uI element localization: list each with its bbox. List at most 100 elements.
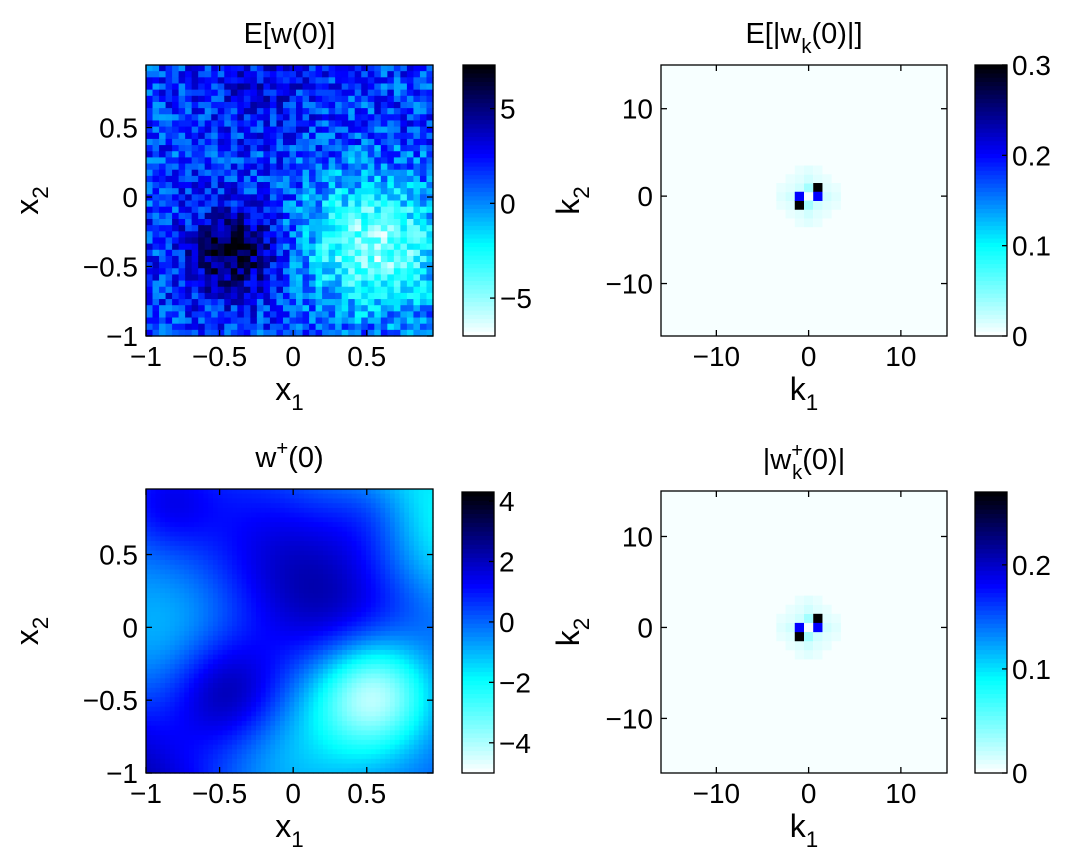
heatmap-cell [282, 231, 291, 239]
heatmap-cell [303, 526, 310, 533]
heatmap-cell [296, 151, 304, 158]
heatmap-cell [224, 108, 232, 115]
heatmap-cell [169, 593, 176, 599]
heatmap-cell [387, 114, 395, 122]
heatmap-cell [354, 323, 362, 331]
heatmap-cell [315, 126, 323, 134]
heatmap-cell [275, 503, 281, 509]
heatmap-cell [232, 522, 238, 528]
heatmap-cell [275, 588, 281, 594]
heatmap-cell [230, 151, 238, 158]
heatmap-cell [198, 512, 204, 518]
heatmap-cell [361, 706, 367, 713]
heatmap-cell [212, 507, 219, 514]
heatmap-cell [246, 739, 252, 746]
heatmap-cell [341, 274, 349, 282]
heatmap-cell [289, 507, 295, 514]
heatmap-cell [165, 569, 171, 575]
heatmap-cell [178, 157, 186, 165]
heatmap-cell [348, 200, 356, 208]
heatmap-cell [184, 697, 190, 703]
heatmap-cell [367, 200, 375, 208]
heatmap-cell [337, 725, 343, 731]
heatmap-cell [174, 758, 181, 765]
heatmap-cell [322, 616, 329, 623]
heatmap-cell [380, 225, 388, 232]
heatmap-cell [232, 602, 238, 608]
heatmap-cell [328, 249, 336, 257]
heatmap-cell [160, 626, 166, 632]
heatmap-cell [185, 231, 193, 239]
heatmap-cell [212, 597, 219, 604]
heatmap-cell [308, 507, 315, 514]
heatmap-cell [361, 526, 367, 533]
heatmap-cell [361, 268, 369, 276]
heatmap-cell [419, 206, 428, 214]
heatmap-cell [169, 503, 176, 509]
heatmap-cell [230, 280, 238, 288]
heatmap-cell [322, 631, 329, 637]
heatmap-cell [212, 498, 219, 504]
heatmap-cell [393, 231, 401, 239]
heatmap-cell [165, 654, 171, 660]
heatmap-cell [232, 517, 238, 523]
heatmap-cell [191, 200, 199, 208]
heatmap-cell [193, 645, 200, 651]
heatmap-cell [342, 607, 348, 613]
heatmap-cell [308, 664, 315, 670]
heatmap-cell [393, 292, 401, 300]
heatmap-cell [335, 249, 343, 257]
heatmap-cell [185, 237, 193, 245]
heatmap-cell [155, 498, 161, 504]
heatmap-cell [174, 711, 181, 717]
heatmap-cell [289, 145, 297, 152]
heatmap-cell [179, 593, 185, 599]
heatmap-cell [263, 138, 271, 146]
colorbar-segment [463, 259, 495, 265]
heatmap-cell [342, 583, 348, 589]
heatmap-cell [351, 673, 358, 679]
heatmap-cell [419, 268, 428, 276]
heatmap-cell [276, 157, 284, 165]
heatmap-cell [150, 749, 157, 755]
heatmap-cell [260, 612, 267, 618]
heatmap-cell [346, 578, 353, 585]
heatmap-cell [346, 664, 353, 670]
heatmap-cell [155, 526, 161, 533]
heatmap-cell [289, 678, 295, 684]
heatmap-cell [185, 206, 193, 214]
heatmap-cell [150, 716, 157, 722]
heatmap-cell [348, 329, 356, 337]
heatmap-cell [380, 108, 388, 115]
y-tick-label: 10 [622, 94, 653, 125]
heatmap-cell [328, 206, 336, 214]
heatmap-cell [256, 108, 265, 115]
heatmap-cell [212, 593, 219, 599]
heatmap-cell [284, 635, 291, 642]
heatmap-cell [322, 114, 330, 122]
heatmap-cell [315, 108, 323, 115]
heatmap-cell [178, 65, 186, 72]
heatmap-cell [366, 536, 372, 542]
heatmap-cell [152, 145, 160, 152]
heatmap-cell [270, 512, 276, 518]
heatmap-cell [159, 182, 167, 189]
heatmap-cell [193, 493, 200, 500]
y-axis-label: x2 [9, 186, 53, 214]
heatmap-cell [178, 132, 186, 140]
heatmap-cell [217, 763, 224, 769]
heatmap-cell [356, 493, 362, 500]
heatmap-cell [222, 550, 228, 556]
heatmap-cell [303, 640, 310, 646]
heatmap-cell [155, 588, 161, 594]
heatmap-cell [328, 163, 336, 171]
heatmap-cell [203, 578, 209, 585]
heatmap-cell [356, 512, 362, 518]
heatmap-cell [222, 645, 228, 651]
heatmap-cell [275, 574, 281, 580]
heatmap-cell [400, 286, 408, 294]
heatmap-cell [361, 668, 367, 675]
heatmap-cell [232, 654, 238, 660]
heatmap-cell [299, 621, 305, 627]
